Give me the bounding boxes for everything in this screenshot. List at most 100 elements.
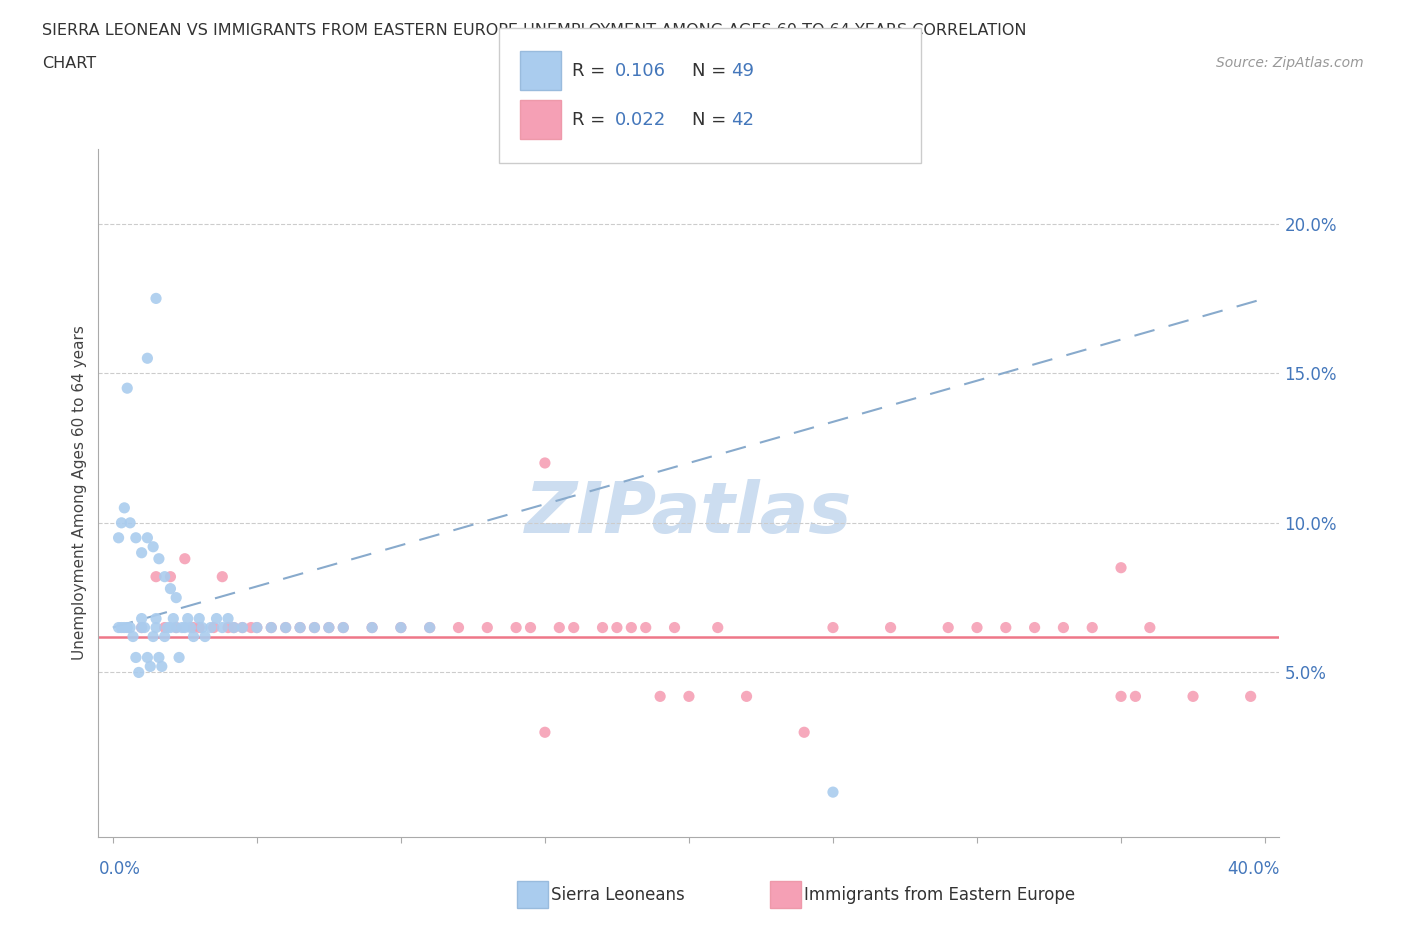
Point	[260, 620, 283, 635]
Point	[145, 569, 167, 584]
Point	[477, 620, 499, 635]
Point	[664, 620, 686, 635]
Point	[148, 551, 170, 566]
Point	[361, 620, 384, 635]
Text: R =: R =	[572, 111, 612, 129]
Point	[246, 620, 269, 635]
Point	[389, 620, 412, 635]
Point	[1052, 620, 1074, 635]
Point	[131, 620, 153, 635]
Point	[505, 620, 527, 635]
Text: Immigrants from Eastern Europe: Immigrants from Eastern Europe	[804, 885, 1076, 904]
Point	[131, 611, 153, 626]
Point	[125, 650, 148, 665]
Point	[246, 620, 269, 635]
Text: CHART: CHART	[42, 56, 96, 71]
Point	[534, 724, 557, 739]
Text: 49: 49	[731, 61, 754, 80]
Point	[188, 620, 211, 635]
Point	[162, 611, 184, 626]
Point	[735, 689, 758, 704]
Point	[304, 620, 326, 635]
Point	[194, 629, 217, 644]
Point	[112, 620, 135, 635]
Point	[211, 569, 233, 584]
Point	[128, 665, 150, 680]
Point	[177, 611, 200, 626]
Point	[200, 620, 222, 635]
Point	[222, 620, 245, 635]
Point	[1024, 620, 1046, 635]
Point	[142, 539, 165, 554]
Point	[107, 620, 129, 635]
Point	[534, 456, 557, 471]
Point	[222, 620, 245, 635]
Point	[389, 620, 412, 635]
Point	[136, 530, 159, 545]
Point	[879, 620, 901, 635]
Point	[180, 620, 202, 635]
Point	[231, 620, 253, 635]
Point	[205, 611, 228, 626]
Point	[650, 689, 672, 704]
Point	[145, 611, 167, 626]
Text: SIERRA LEONEAN VS IMMIGRANTS FROM EASTERN EUROPE UNEMPLOYMENT AMONG AGES 60 TO 6: SIERRA LEONEAN VS IMMIGRANTS FROM EASTER…	[42, 23, 1026, 38]
Point	[165, 620, 187, 635]
Point	[159, 620, 181, 635]
Point	[165, 591, 187, 605]
Point	[183, 620, 205, 635]
Point	[332, 620, 354, 635]
Point	[304, 620, 326, 635]
Point	[145, 620, 167, 635]
Point	[112, 500, 135, 515]
Point	[1109, 689, 1132, 704]
Point	[332, 620, 354, 635]
Point	[131, 545, 153, 560]
Point	[188, 611, 211, 626]
Point	[183, 629, 205, 644]
Point	[120, 515, 142, 530]
Y-axis label: Unemployment Among Ages 60 to 64 years: Unemployment Among Ages 60 to 64 years	[72, 326, 87, 660]
Point	[145, 291, 167, 306]
Point	[173, 620, 195, 635]
Point	[936, 620, 959, 635]
Point	[318, 620, 340, 635]
Point	[107, 530, 129, 545]
Text: 0.022: 0.022	[614, 111, 665, 129]
Point	[1240, 689, 1263, 704]
Text: N =: N =	[692, 111, 731, 129]
Text: R =: R =	[572, 61, 612, 80]
Point	[592, 620, 614, 635]
Point	[153, 629, 176, 644]
Point	[620, 620, 643, 635]
Point	[260, 620, 283, 635]
Point	[706, 620, 728, 635]
Point	[165, 620, 187, 635]
Point	[202, 620, 225, 635]
Point	[288, 620, 311, 635]
Point	[419, 620, 441, 635]
Point	[125, 530, 148, 545]
Point	[115, 620, 138, 635]
Point	[274, 620, 297, 635]
Point	[217, 611, 239, 626]
Point	[1081, 620, 1104, 635]
Point	[231, 620, 253, 635]
Point	[153, 620, 176, 635]
Point	[142, 629, 165, 644]
Point	[167, 650, 190, 665]
Text: ZIPatlas: ZIPatlas	[526, 479, 852, 548]
Point	[136, 650, 159, 665]
Point	[156, 620, 179, 635]
Point	[153, 569, 176, 584]
Point	[634, 620, 657, 635]
Point	[994, 620, 1017, 635]
Point	[120, 620, 142, 635]
Point	[115, 380, 138, 395]
Point	[139, 659, 162, 674]
Point	[191, 620, 214, 635]
Text: 0.0%: 0.0%	[98, 860, 141, 878]
Point	[447, 620, 470, 635]
Point	[793, 724, 815, 739]
Point	[131, 620, 153, 635]
